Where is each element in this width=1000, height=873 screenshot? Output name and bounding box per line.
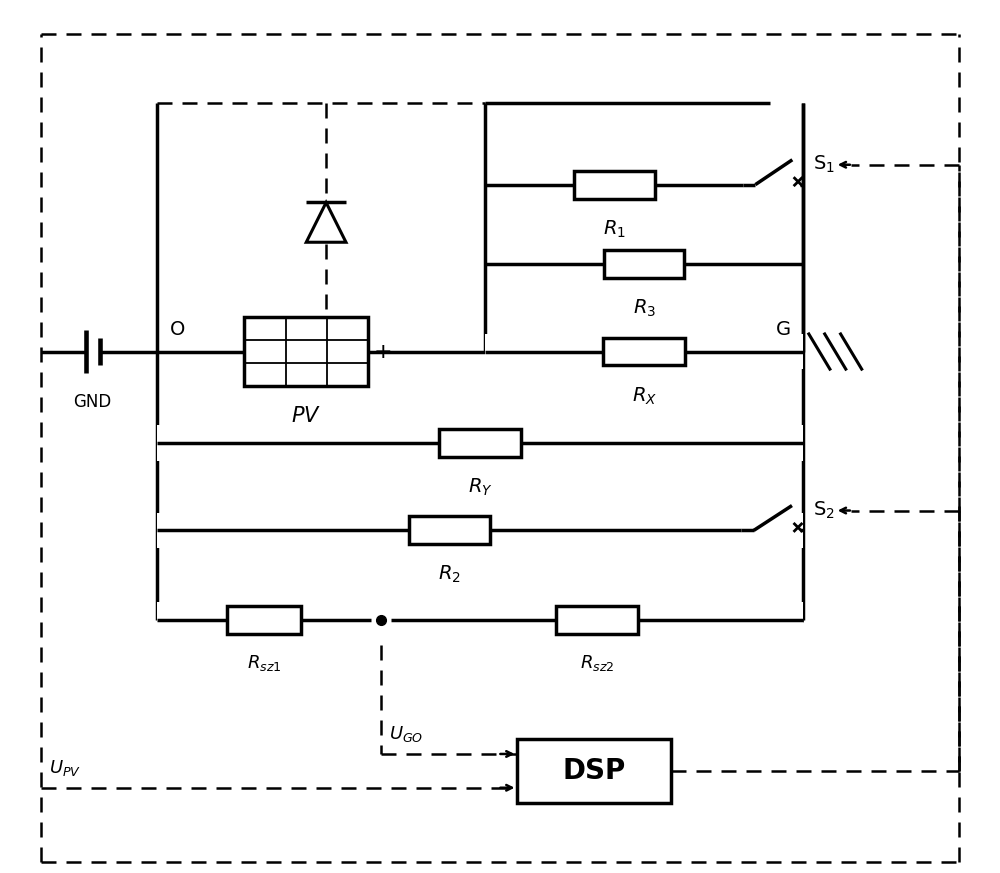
Text: $R_{sz1}$: $R_{sz1}$: [247, 653, 281, 672]
Text: S$_1$: S$_1$: [813, 155, 835, 175]
Bar: [157, 425, 803, 461]
Text: $R_{sz2}$: $R_{sz2}$: [580, 653, 614, 672]
Text: $-$: $-$: [217, 341, 235, 361]
Bar: [409, 517, 490, 544]
Text: GND: GND: [73, 393, 112, 411]
Text: $R_Y$: $R_Y$: [468, 477, 493, 498]
Bar: [157, 512, 803, 548]
Text: $R_2$: $R_2$: [438, 564, 461, 586]
Text: $R_X$: $R_X$: [632, 385, 657, 407]
Bar: [244, 317, 368, 387]
Text: $PV$: $PV$: [291, 406, 321, 426]
Text: DSP: DSP: [563, 757, 626, 785]
Bar: [157, 602, 803, 637]
Bar: [485, 333, 803, 369]
Text: $+$: $+$: [373, 341, 391, 361]
Text: $U_{PV}$: $U_{PV}$: [49, 758, 81, 778]
Text: $R_3$: $R_3$: [633, 298, 656, 320]
Bar: [604, 251, 684, 278]
Bar: [227, 606, 301, 634]
Bar: [556, 606, 638, 634]
Bar: [603, 338, 685, 366]
Text: $R_1$: $R_1$: [603, 218, 626, 240]
Text: O: O: [170, 320, 185, 339]
Text: $U_{GO}$: $U_{GO}$: [389, 724, 423, 744]
Bar: [244, 317, 368, 387]
Bar: [517, 739, 671, 803]
Text: S$_2$: S$_2$: [813, 500, 835, 521]
Bar: [439, 429, 521, 457]
Text: G: G: [776, 320, 791, 339]
Bar: [574, 171, 655, 198]
